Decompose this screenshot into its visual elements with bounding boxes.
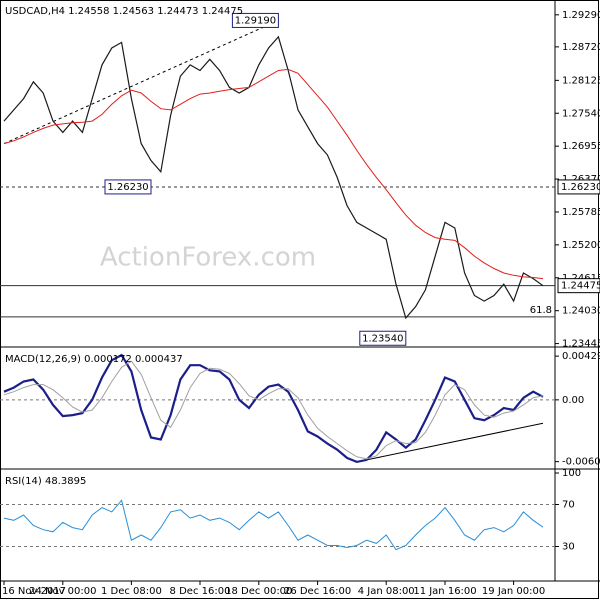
series-line	[3, 499, 544, 551]
y-tick-label: 1.25785	[562, 207, 600, 218]
y-tick-label: 100	[562, 468, 581, 479]
y-tick-label: 1.25200	[562, 240, 600, 251]
x-tick-label: 26 Dec 16:00	[284, 586, 351, 597]
panel-title: MACD(12,26,9) 0.000172 0.000437	[5, 354, 183, 365]
price-box	[104, 179, 152, 195]
x-tick-label: 8 Dec 16:00	[170, 586, 231, 597]
y-tick-label: 0.004297	[562, 351, 600, 362]
trend-line	[356, 422, 544, 463]
trend-line	[3, 19, 279, 145]
panel-title: RSI(14) 48.3895	[5, 476, 86, 487]
panel-title: USDCAD,H4 1.24558 1.24563 1.24473 1.2447…	[5, 6, 243, 17]
x-tick-label: 24 Nov 00:00	[29, 586, 96, 597]
series-line	[3, 353, 544, 464]
x-tick-label: 19 Jan 00:00	[482, 586, 545, 597]
y-tick-label: -0.006071	[562, 457, 600, 468]
price-box	[231, 12, 279, 28]
axis-price-box	[557, 179, 600, 195]
watermark: ActionForex.com	[100, 243, 316, 273]
price-box	[359, 330, 407, 346]
x-tick-label: 1 Dec 08:00	[101, 586, 162, 597]
x-tick-label: 18 Dec 00:00	[225, 586, 292, 597]
y-tick-label: 1.28125	[562, 75, 600, 86]
price-box-label: 1.26230	[107, 182, 148, 193]
x-tick-label: 4 Jan 08:00	[358, 586, 415, 597]
series-line	[3, 35, 544, 320]
axis-price-label: 1.26230	[561, 182, 600, 193]
y-tick-label: 1.26955	[562, 141, 600, 152]
y-tick-label: 1.28720	[562, 42, 600, 53]
y-tick-label: 1.24030	[562, 306, 600, 317]
axis-price-box	[557, 278, 600, 294]
y-tick-label: 1.23445	[562, 339, 600, 350]
price-box-label: 1.23540	[362, 333, 403, 344]
axis-price-label: 1.24475	[561, 281, 600, 292]
x-tick-label: 16 Nov 2017	[2, 586, 66, 597]
price-box-label: 1.29190	[235, 15, 276, 26]
y-tick-label: 1.29290	[562, 10, 600, 21]
x-tick-label: 11 Jan 16:00	[413, 586, 476, 597]
y-tick-label: 1.27540	[562, 108, 600, 119]
series-line	[3, 360, 544, 460]
series-line	[3, 68, 544, 280]
y-tick-label: 30	[562, 542, 575, 553]
y-tick-label: 70	[562, 500, 575, 511]
level-label: 61.8	[530, 305, 552, 316]
y-tick-label: 0.00	[562, 395, 584, 406]
